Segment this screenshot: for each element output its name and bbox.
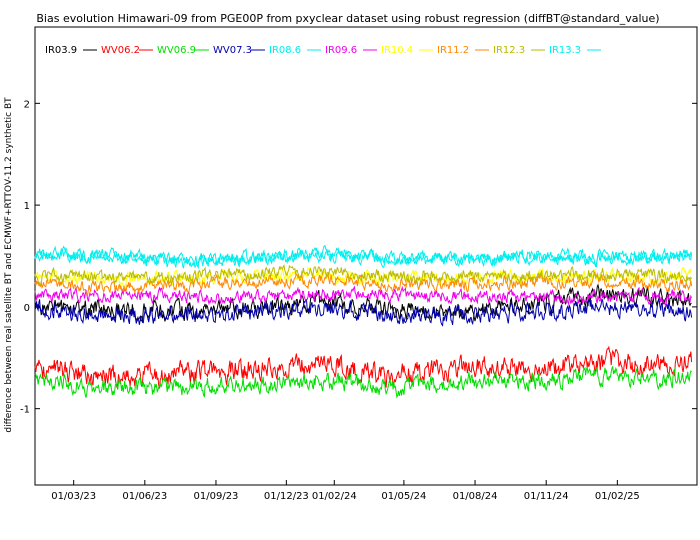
- x-tick-label: 01/03/23: [51, 491, 96, 502]
- x-axis-ticks: 01/03/23 01/06/23 01/09/23 01/12/23 01/02/24…: [51, 480, 640, 502]
- legend-label: WV07.3: [213, 45, 252, 56]
- x-tick-label: 01/08/24: [453, 491, 498, 502]
- series-line-wv06-9: [34, 365, 692, 399]
- y-tick-label: 1: [24, 201, 30, 212]
- legend-label: IR10.4: [381, 45, 413, 56]
- x-tick-label: 01/11/24: [524, 491, 569, 502]
- x-tick-label: 01/02/24: [312, 491, 357, 502]
- legend-label: IR12.3: [493, 45, 525, 56]
- series-line-ir12-3: [34, 264, 693, 287]
- legend-label: IR08.6: [269, 45, 301, 56]
- y-axis-label: difference between real satellite BT and…: [4, 97, 14, 433]
- legend: IR03.9 WV06.2 WV06.9 WV07.3 IR08.6 IR09.6 IR10…: [45, 45, 601, 56]
- series-line-ir09-6: [34, 285, 693, 307]
- legend-label: IR03.9: [45, 45, 77, 56]
- legend-label: WV06.9: [157, 45, 196, 56]
- legend-label: IR09.6: [325, 45, 357, 56]
- series-line-ir11-2: [34, 271, 693, 296]
- x-tick-label: 01/09/23: [194, 491, 239, 502]
- x-tick-label: 01/05/24: [381, 491, 426, 502]
- series-line-ir08-6: [34, 245, 692, 269]
- series-line-ir13-3: [34, 245, 693, 270]
- x-tick-label: 01/06/23: [122, 491, 167, 502]
- chart-title: Bias evolution Himawari-09 from PGE00P f…: [36, 12, 659, 25]
- x-tick-label: 01/02/25: [595, 491, 640, 502]
- y-tick-label: 2: [24, 99, 30, 110]
- x-tick-label: 01/12/23: [264, 491, 309, 502]
- legend-label: IR11.2: [437, 45, 469, 56]
- series-line-wv07-3: [34, 297, 693, 327]
- y-tick-label: 0: [24, 303, 30, 314]
- series-lines: [34, 245, 693, 399]
- legend-label: WV06.2: [101, 45, 140, 56]
- legend-label: IR13.3: [549, 45, 581, 56]
- y-tick-label: -1: [20, 405, 30, 416]
- series-line-wv06-2: [34, 345, 693, 389]
